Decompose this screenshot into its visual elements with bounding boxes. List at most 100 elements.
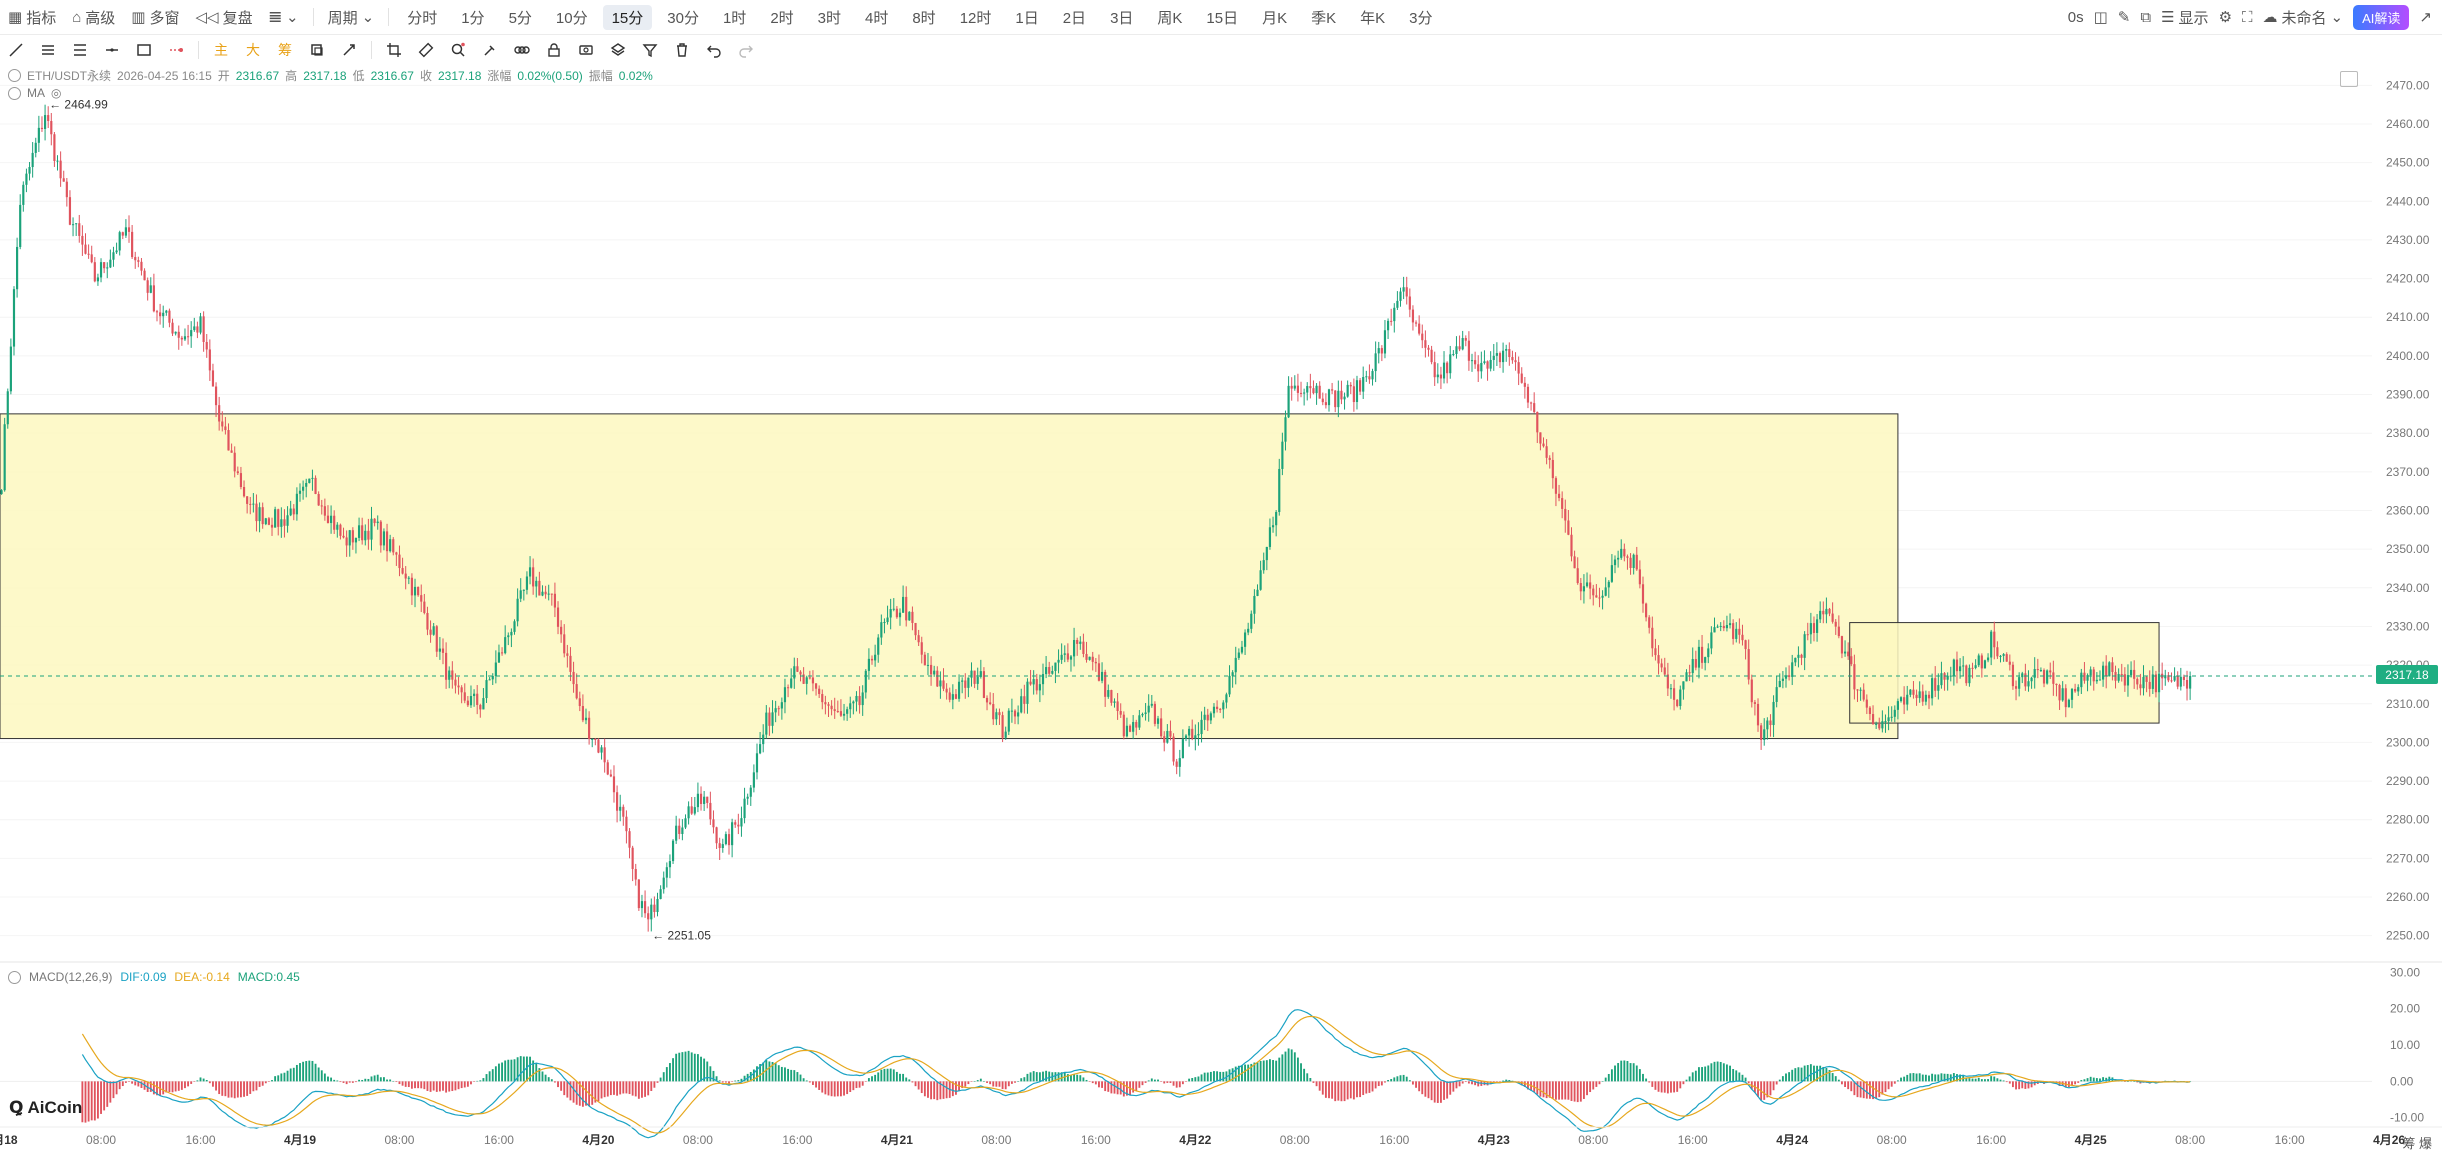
display-button[interactable]: ☰ 显示 [2161,7,2208,28]
macd-bar [156,1081,158,1096]
period-tab[interactable]: 1日 [1015,9,1039,27]
period-tab[interactable]: 3时 [817,9,841,27]
period-tab[interactable]: 12时 [959,9,992,27]
macd-bar [1160,1081,1163,1082]
multi-window-button[interactable]: ▥ 多窗 [123,7,187,28]
candle-body [1110,690,1113,703]
macd-bar [392,1080,395,1082]
macd-bar [1380,1081,1383,1086]
collapse-icon[interactable] [8,86,21,100]
pencil-icon[interactable]: ✎ [2117,9,2131,26]
candle-body [2039,670,2043,672]
period-tabs: 分时 1分 5分 10分 15分 30分 1时 2时 3时 4时 8时 12时 1日 2日 3日 周K 15日 月… [395,4,1444,30]
trash-icon[interactable] [670,38,694,62]
candle-body [1747,649,1750,680]
period-tab[interactable]: 3分 [1409,9,1433,27]
redo-icon[interactable] [734,38,758,62]
period-tab[interactable]: 4时 [865,9,889,27]
horizontal-ray-icon[interactable] [100,38,124,62]
candle-body [1800,654,1803,658]
period-tab[interactable]: 15分 [602,4,653,30]
ai-analysis-button[interactable]: AI解读 [2353,4,2410,30]
candle-body [1607,581,1610,588]
window-icon[interactable]: ⧉ [2140,8,2152,26]
period-tab[interactable]: 周K [1157,9,1183,27]
candle-body [389,539,392,552]
period-tab[interactable]: 5分 [508,9,532,27]
eye-icon[interactable]: ◎ [51,86,62,100]
bottom-right-labels[interactable]: 筹 爆 [2402,1136,2432,1151]
replay-button[interactable]: ◁◁ 复盘 [187,7,260,28]
magnet-icon[interactable] [478,38,502,62]
candle-body [1685,672,1688,682]
filter-icon[interactable] [638,38,662,62]
ruler-icon[interactable] [414,38,438,62]
parallel-channel-icon[interactable] [68,38,92,62]
layout-dropdown[interactable]: ☁ 未命名 ⌄ [2263,7,2344,28]
copy-icon[interactable] [305,38,329,62]
macd-bar [358,1079,360,1082]
macd-bar [1269,1059,1271,1082]
period-dropdown[interactable]: 周期 ⌄ [320,7,383,28]
layers-icon[interactable] [606,38,630,62]
trend-line-icon[interactable] [4,38,28,62]
indicator-button[interactable]: ▦ 指标 [0,7,64,28]
undo-icon[interactable] [702,38,726,62]
measure-icon[interactable] [337,38,361,62]
candle-body [401,568,404,574]
period-tab[interactable]: 年K [1360,9,1386,27]
period-tab[interactable]: 30分 [667,9,699,27]
candle-body [1048,667,1051,674]
period-tab[interactable]: 10分 [555,9,588,27]
chain-icon[interactable] [510,38,534,62]
period-tab[interactable]: 15日 [1206,9,1239,27]
big-order-toggle[interactable]: 大 [246,42,260,58]
horizontal-lines-icon[interactable] [36,38,60,62]
rectangle-icon[interactable] [132,38,156,62]
chips-toggle[interactable]: 筹 [278,42,292,58]
collapse-icon[interactable] [8,970,21,984]
macd-bar [87,1081,90,1122]
time-tick-label: 4月22 [1179,1133,1211,1147]
candle-body [261,507,264,525]
camera-icon[interactable]: ◫ [2093,9,2108,26]
main-chart-toggle[interactable]: 主 [214,42,228,58]
period-tab[interactable]: 月K [1262,9,1288,27]
period-tab[interactable]: 3日 [1110,9,1134,27]
period-tab[interactable]: 分时 [407,9,438,27]
macd-bar [824,1081,827,1095]
candle-body [1418,323,1421,334]
candle-body [252,503,255,505]
candle-body [2014,686,2018,689]
eye-off-icon[interactable] [574,38,598,62]
period-tab[interactable]: 1分 [461,9,485,27]
candle-body [2126,675,2130,686]
ray-icon[interactable] [164,38,188,62]
macd-bar [802,1078,805,1082]
share-icon[interactable]: ↗ [2419,9,2432,26]
expand-panel-icon[interactable] [2340,71,2358,87]
candle-body [2002,654,2005,656]
lock-icon[interactable] [542,38,566,62]
chart-type-button[interactable]: 𝌆 ⌄ [261,8,307,26]
settings-icon[interactable]: ⚙ [2218,9,2233,26]
crop-icon[interactable] [382,38,406,62]
macd-bar [1735,1070,1738,1082]
candle-body [1551,459,1554,479]
period-tab[interactable]: 2时 [770,9,794,27]
macd-bar [892,1069,895,1082]
collapse-icon[interactable] [8,69,21,82]
fullscreen-icon[interactable]: ⛶ [2242,8,2253,26]
period-tab[interactable]: 1时 [722,9,747,27]
macd-bar [162,1081,165,1095]
zoom-icon[interactable] [446,38,470,62]
macd-bar [1651,1081,1654,1087]
macd-bar [208,1081,211,1084]
candle-body [1309,386,1312,389]
period-tab[interactable]: 8时 [912,9,936,27]
advanced-button[interactable]: ⌂ 高级 [64,7,123,28]
period-tab[interactable]: 2日 [1062,9,1087,27]
candle-body [1573,556,1576,569]
period-tab[interactable]: 季K [1311,9,1337,27]
